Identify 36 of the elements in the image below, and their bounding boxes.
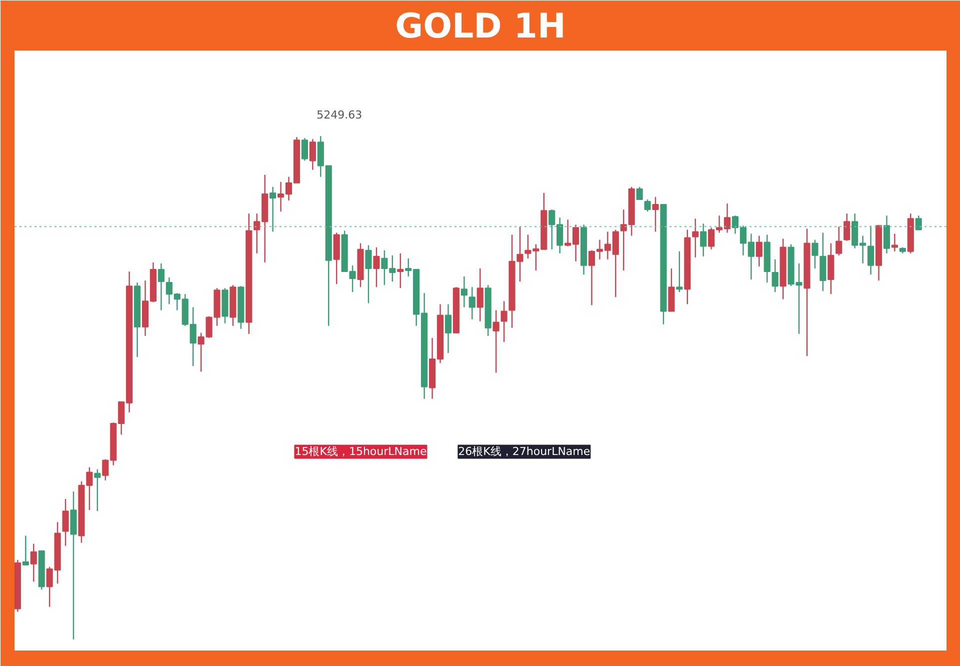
candlestick: [756, 235, 762, 268]
candlestick: [468, 286, 476, 320]
candlestick: [644, 198, 651, 212]
candlestick: [373, 246, 380, 288]
candlestick: [30, 543, 37, 582]
candlestick: [692, 218, 699, 258]
candlestick: [309, 138, 316, 170]
candlestick: [492, 310, 500, 374]
candlestick: [270, 186, 276, 232]
chart-title: GOLD 1H: [395, 6, 566, 46]
candlestick: [772, 258, 778, 293]
candlestick: [365, 244, 372, 304]
candlestick: [301, 137, 308, 162]
candlestick: [700, 223, 707, 257]
candlestick: [915, 215, 922, 230]
candlestick: [500, 300, 508, 343]
candlestick: [636, 186, 643, 200]
annotation: 15根K线，15hourLName: [294, 445, 427, 458]
candlestick: [22, 535, 29, 566]
candlestick: [476, 268, 484, 322]
annotation: 26根K线，27hourLName: [458, 445, 590, 458]
candlestick: [158, 262, 164, 311]
candlestick: [676, 250, 683, 293]
candlestick: [812, 239, 818, 270]
text: 5249.63: [316, 108, 362, 122]
candlestick: [397, 252, 404, 289]
candlestick: [444, 304, 452, 354]
candlestick: [460, 276, 468, 308]
candlestick: [891, 233, 898, 252]
candlestick: [836, 226, 842, 256]
candlestick: [844, 212, 850, 242]
candlestick: [652, 196, 659, 232]
candlestick: [62, 498, 69, 546]
candlestick: [94, 468, 101, 512]
candlestick: [867, 225, 874, 276]
candlestick: [883, 215, 890, 254]
